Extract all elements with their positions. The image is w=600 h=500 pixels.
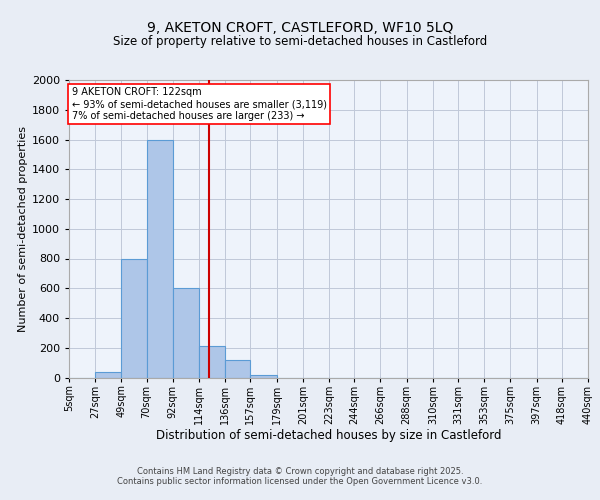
Bar: [199, 346, 225, 378]
Bar: [121, 258, 146, 378]
Text: 9, AKETON CROFT, CASTLEFORD, WF10 5LQ: 9, AKETON CROFT, CASTLEFORD, WF10 5LQ: [147, 20, 453, 34]
X-axis label: Distribution of semi-detached houses by size in Castleford: Distribution of semi-detached houses by …: [156, 430, 501, 442]
Bar: [146, 140, 173, 378]
Bar: [95, 372, 121, 378]
Text: 9 AKETON CROFT: 122sqm
← 93% of semi-detached houses are smaller (3,119)
7% of s: 9 AKETON CROFT: 122sqm ← 93% of semi-det…: [71, 88, 326, 120]
Text: Contains public sector information licensed under the Open Government Licence v3: Contains public sector information licen…: [118, 478, 482, 486]
Bar: [225, 360, 250, 378]
Bar: [250, 374, 277, 378]
Text: Contains HM Land Registry data © Crown copyright and database right 2025.: Contains HM Land Registry data © Crown c…: [137, 466, 463, 475]
Text: Size of property relative to semi-detached houses in Castleford: Size of property relative to semi-detach…: [113, 34, 487, 48]
Y-axis label: Number of semi-detached properties: Number of semi-detached properties: [17, 126, 28, 332]
Bar: [173, 288, 199, 378]
